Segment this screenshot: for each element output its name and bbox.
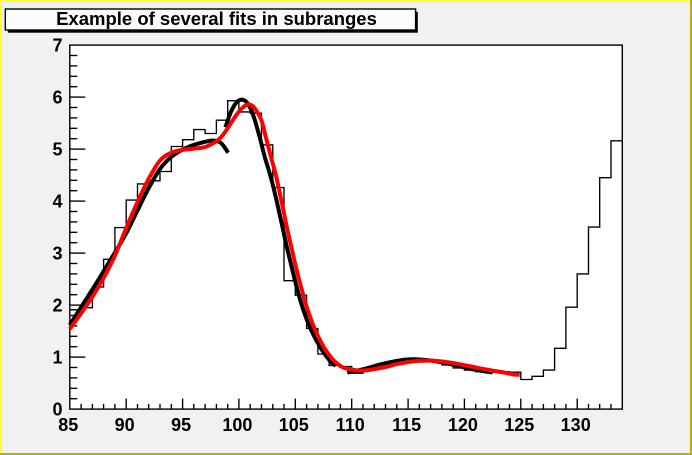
svg-text:6: 6 [52,88,62,108]
svg-text:100: 100 [222,415,252,435]
svg-text:3: 3 [52,244,62,264]
svg-text:85: 85 [58,415,78,435]
svg-text:0: 0 [52,400,62,420]
svg-text:120: 120 [448,415,478,435]
svg-text:115: 115 [392,415,421,435]
svg-text:125: 125 [504,415,534,435]
svg-text:Example of several fits in sub: Example of several fits in subranges [56,8,377,29]
svg-text:95: 95 [171,415,191,435]
svg-text:1: 1 [52,348,62,368]
svg-text:130: 130 [561,415,591,435]
svg-text:105: 105 [279,415,309,435]
svg-text:90: 90 [115,415,135,435]
svg-text:7: 7 [52,36,62,56]
svg-text:4: 4 [52,192,62,212]
svg-text:5: 5 [52,140,62,160]
svg-text:2: 2 [52,296,62,316]
svg-text:110: 110 [336,415,365,435]
